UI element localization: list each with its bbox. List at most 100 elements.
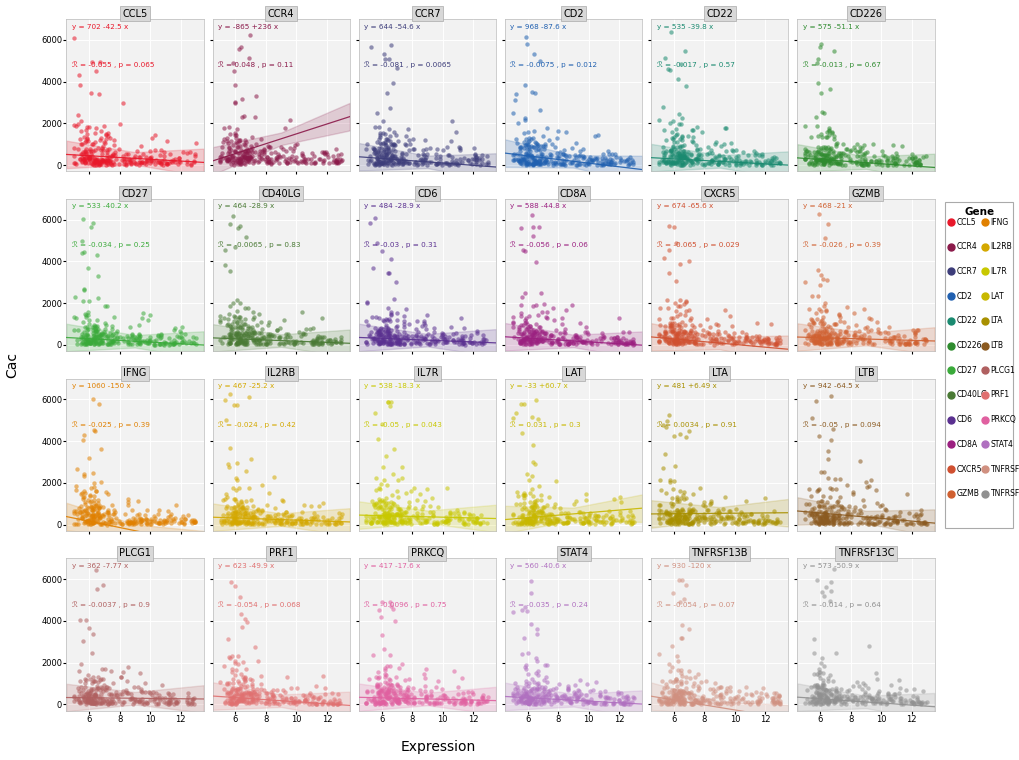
Point [118, 148, 135, 160]
Point [803, 158, 819, 170]
Point [325, 697, 341, 709]
Point [81, 514, 97, 526]
Point [526, 506, 542, 518]
Point [855, 149, 871, 161]
Point [525, 682, 541, 695]
Point [441, 506, 458, 518]
Point [367, 507, 383, 519]
Point [810, 511, 826, 524]
Point [366, 332, 382, 344]
Point [678, 514, 694, 526]
Point [287, 698, 304, 710]
Point [369, 107, 385, 119]
Point [720, 692, 737, 704]
Point [832, 328, 848, 340]
Point [235, 318, 252, 330]
Point [508, 137, 525, 149]
Point [74, 138, 91, 150]
Point [247, 145, 263, 157]
Point [709, 158, 726, 170]
Point [305, 334, 321, 346]
Point [915, 515, 931, 527]
Point [379, 338, 395, 350]
Point [549, 333, 566, 345]
Point [267, 697, 283, 709]
Point [821, 687, 838, 699]
Point [672, 150, 688, 163]
Point [704, 509, 720, 521]
Point [274, 513, 290, 525]
Point [579, 157, 595, 169]
Point [453, 330, 470, 342]
Point [797, 144, 813, 157]
Point [537, 327, 553, 339]
Point [264, 691, 280, 703]
Point [400, 144, 417, 157]
Point [807, 307, 823, 319]
Point [798, 331, 814, 344]
Point [562, 692, 579, 704]
Point [863, 693, 879, 705]
Point [79, 502, 96, 515]
Point [86, 674, 102, 686]
Point [800, 328, 816, 340]
Point [68, 480, 85, 492]
Point [131, 511, 148, 524]
Point [596, 157, 612, 169]
Point [551, 145, 568, 157]
Point [235, 329, 252, 341]
Point [400, 134, 417, 146]
Point [421, 338, 437, 350]
Point [668, 328, 685, 340]
Point [244, 679, 260, 692]
Point [376, 515, 392, 527]
Point [393, 693, 410, 705]
Point [306, 511, 322, 524]
Point [658, 698, 675, 710]
Point [363, 312, 379, 324]
Point [579, 695, 595, 708]
Point [476, 337, 492, 350]
Point [818, 697, 835, 709]
Point [681, 304, 697, 316]
Point [170, 337, 186, 350]
Point [84, 157, 100, 169]
Point [429, 518, 445, 530]
Point [798, 693, 814, 705]
Point [518, 331, 534, 344]
Point [282, 692, 299, 705]
Point [83, 87, 99, 100]
Point [820, 338, 837, 350]
Point [821, 336, 838, 348]
Point [542, 329, 558, 341]
Point [393, 515, 410, 527]
Point [527, 692, 543, 705]
Point [871, 515, 888, 527]
Point [745, 515, 761, 527]
Point [150, 508, 166, 520]
Point [753, 692, 769, 705]
Point [123, 328, 140, 340]
Point [516, 155, 532, 167]
Point [139, 158, 155, 170]
Point [372, 328, 388, 340]
Point [812, 688, 828, 700]
Point [239, 328, 256, 340]
Point [368, 155, 384, 167]
Point [872, 144, 889, 157]
Point [829, 328, 846, 340]
Point [854, 690, 870, 702]
Point [544, 159, 560, 171]
Point [568, 159, 584, 171]
Point [545, 502, 561, 514]
Point [825, 129, 842, 141]
Text: Expression: Expression [400, 740, 476, 754]
Point [438, 336, 454, 348]
Point [224, 692, 240, 704]
Point [575, 151, 591, 163]
Point [606, 157, 623, 169]
Point [822, 332, 839, 344]
Point [225, 696, 242, 708]
Point [141, 335, 157, 347]
Point [83, 518, 99, 530]
